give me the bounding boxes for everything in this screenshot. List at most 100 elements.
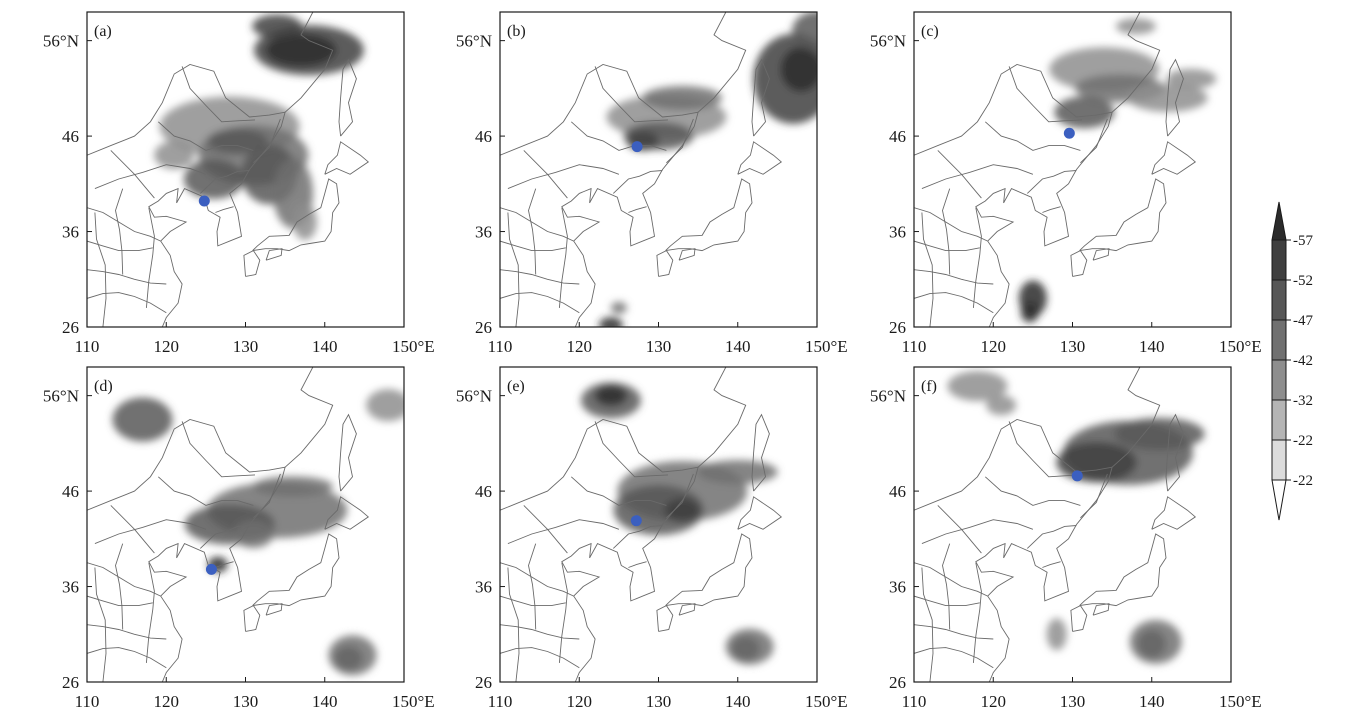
boundary-line: [1111, 12, 1161, 113]
boundary-line: [737, 496, 783, 530]
cloud-region: [1020, 302, 1039, 323]
boundary-line: [1008, 421, 1083, 478]
boundary-line: [181, 421, 256, 478]
lon-tick-label: 140: [725, 692, 751, 711]
map-panel: (b) 110 120 130 140 150°E 56°N 46 36 26: [456, 11, 848, 356]
boundary-line: [500, 562, 574, 597]
lat-tick-label: 36: [475, 578, 492, 597]
lat-tick-label: 46: [889, 127, 906, 146]
boundary-line: [500, 240, 566, 252]
cloud-region: [366, 389, 404, 422]
boundary-line: [145, 207, 155, 308]
panel-label: (b): [507, 23, 526, 40]
cyclone-center-marker: [198, 195, 210, 207]
boundary-line: [252, 178, 340, 252]
coastlines: [500, 12, 783, 327]
boundary-line: [253, 118, 281, 164]
lon-tick-label: 130: [233, 692, 259, 711]
lon-tick-label: 120: [567, 337, 593, 356]
lat-tick-label: 56°N: [43, 387, 79, 406]
boundary-line: [199, 170, 250, 194]
lon-tick-label: 110: [75, 692, 100, 711]
boundary-line: [984, 121, 1081, 151]
lon-tick-label: 130: [646, 337, 672, 356]
boundary-line: [1151, 496, 1197, 530]
boundary-line: [914, 64, 1113, 327]
colorbar-bottom-arrow: [1271, 479, 1287, 521]
lat-tick-label: 56°N: [456, 387, 492, 406]
cyclone-center-marker: [631, 141, 643, 153]
boundary-line: [570, 476, 667, 506]
lon-tick-label: 120: [154, 337, 180, 356]
boundary-line: [666, 118, 694, 164]
cloud-region: [1115, 18, 1156, 35]
boundary-line: [1070, 605, 1088, 632]
boundary-line: [243, 605, 261, 632]
lon-tick-label: 120: [981, 337, 1007, 356]
lat-tick-label: 26: [889, 673, 906, 692]
lat-tick-label: 36: [889, 223, 906, 242]
cloud-region: [1166, 68, 1217, 89]
colorbar-segment: [1271, 319, 1287, 361]
boundary-line: [921, 212, 934, 327]
cloud-region: [626, 130, 659, 151]
boundary-line: [181, 66, 256, 123]
cloud-region: [252, 14, 303, 39]
lat-tick-label: 46: [62, 482, 79, 501]
boundary-line: [215, 206, 234, 213]
panel-label: (a): [94, 23, 112, 40]
boundary-line: [751, 58, 770, 137]
colorbar-tick-label: -42: [1293, 353, 1313, 369]
panel-label: (d): [94, 378, 113, 395]
lon-tick-label: 110: [488, 692, 513, 711]
cyclone-center-marker: [630, 515, 642, 527]
boundary-line: [338, 58, 357, 137]
cloud-region: [664, 498, 701, 523]
lat-tick-label: 46: [475, 482, 492, 501]
lat-tick-label: 56°N: [456, 32, 492, 51]
boundary-line: [500, 292, 580, 314]
boundary-line: [666, 473, 694, 519]
panel-label: (f): [921, 378, 937, 395]
boundary-line: [500, 647, 580, 669]
colorbar-segment: [1271, 239, 1287, 281]
boundary-line: [87, 647, 167, 669]
boundary-line: [697, 12, 747, 113]
lat-tick-label: 26: [62, 673, 79, 692]
cloud-region: [594, 385, 627, 406]
cloud-region: [781, 47, 817, 92]
boundary-line: [921, 567, 934, 682]
lon-tick-label: 130: [233, 337, 259, 356]
boundary-line: [1092, 603, 1110, 616]
lat-tick-label: 26: [62, 318, 79, 337]
cloud-region: [1046, 618, 1067, 651]
cloud-region: [253, 476, 334, 497]
boundary-line: [87, 292, 167, 314]
map-panel: (d) 110 120 130 140 150°E 56°N 46 36 26: [43, 366, 435, 711]
cloud-region: [154, 141, 195, 170]
boundary-line: [523, 505, 568, 554]
lon-tick-label: 120: [567, 692, 593, 711]
boundary-line: [87, 207, 161, 242]
cloud-region: [1129, 619, 1182, 664]
boundary-line: [215, 561, 234, 568]
boundary-line: [500, 595, 566, 607]
boundary-line: [500, 269, 580, 285]
boundary-line: [1165, 413, 1184, 492]
lon-tick-label: 130: [1060, 337, 1086, 356]
coastlines: [500, 367, 783, 682]
lat-tick-label: 56°N: [43, 32, 79, 51]
boundary-line: [1165, 58, 1184, 137]
lon-tick-label: 140: [312, 692, 338, 711]
boundary-line: [1079, 178, 1167, 252]
boundary-line: [594, 421, 669, 478]
boundary-line: [338, 413, 357, 492]
colorbar: -57 -52 -47 -42 -32 -22 -22: [1271, 201, 1313, 521]
boundary-line: [87, 64, 286, 327]
boundary-line: [570, 121, 667, 151]
boundary-line: [1111, 367, 1161, 468]
boundary-line: [507, 519, 620, 545]
boundary-line: [199, 525, 250, 549]
map-panel: (c) 110 120 130 140 150°E 56°N 46 36 26: [870, 11, 1262, 356]
